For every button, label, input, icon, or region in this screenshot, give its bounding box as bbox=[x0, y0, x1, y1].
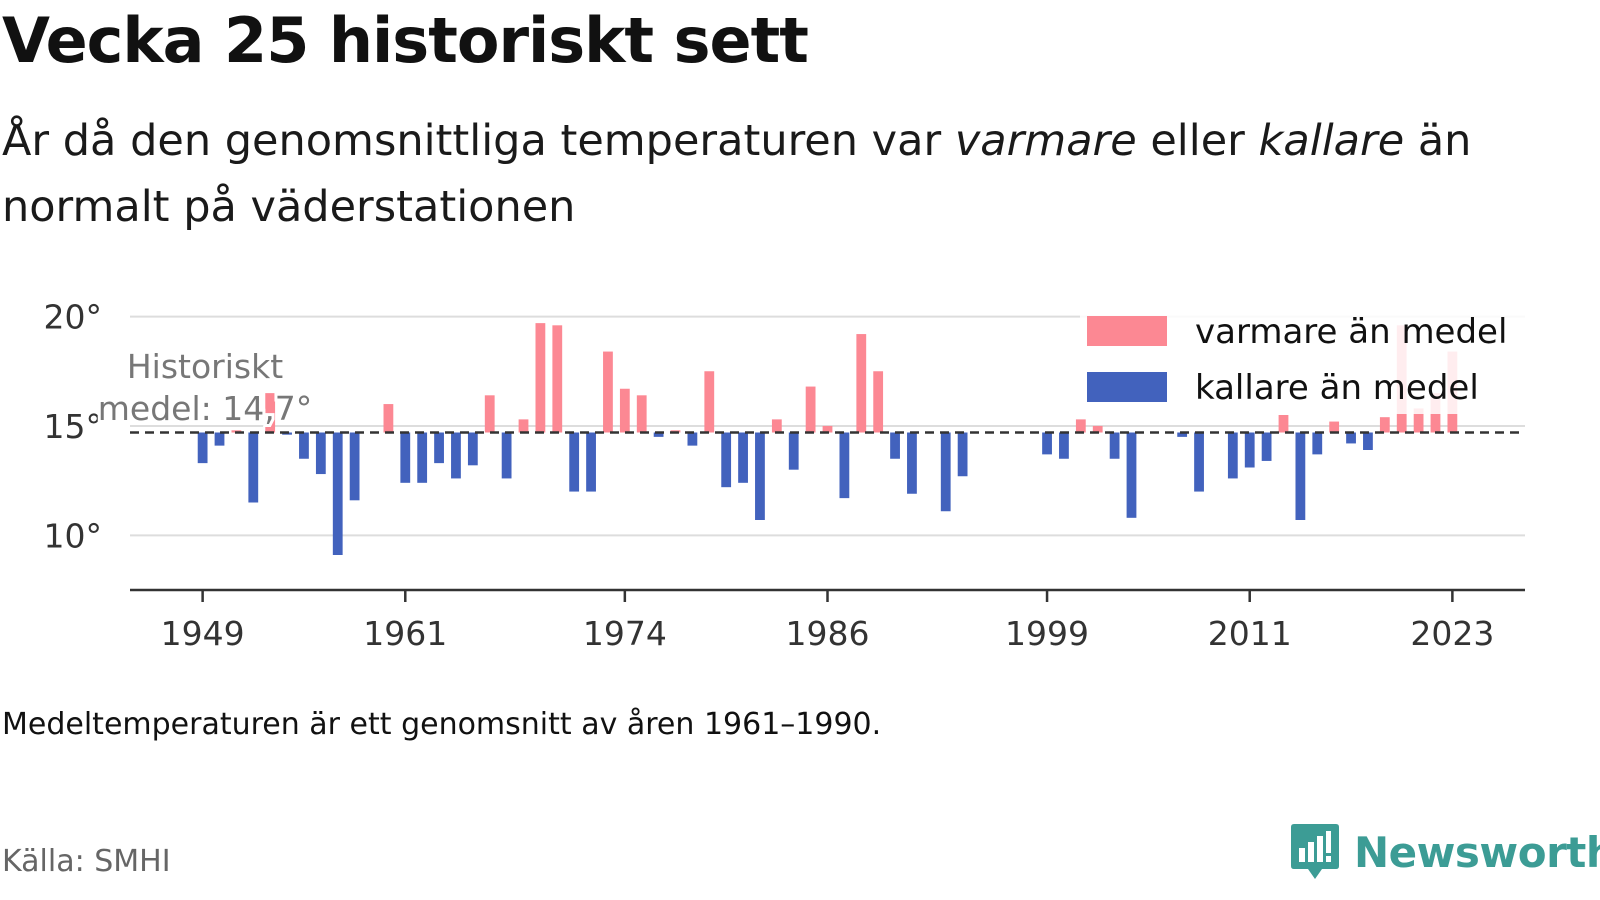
bar-1962 bbox=[417, 432, 428, 483]
bar-1988 bbox=[856, 334, 867, 433]
bar-1955 bbox=[299, 432, 309, 459]
subtitle-text-3: än normalt på väderstationen bbox=[2, 116, 1472, 232]
bar-2011 bbox=[1244, 432, 1255, 468]
bar-2018 bbox=[1363, 432, 1373, 450]
bar-1966 bbox=[484, 395, 495, 433]
bar-1986 bbox=[822, 425, 833, 433]
bar-1961 bbox=[400, 432, 411, 483]
x-tick-label: 2011 bbox=[1208, 614, 1292, 653]
newsworthy-wordmark: Newsworthy bbox=[1354, 827, 1600, 877]
y-tick-label: 15° bbox=[44, 407, 103, 446]
legend-swatch-colder bbox=[1087, 372, 1167, 402]
bar-2015 bbox=[1312, 432, 1323, 455]
bar-1958 bbox=[349, 432, 360, 501]
bar-1987 bbox=[839, 432, 850, 499]
bar-2001 bbox=[1075, 419, 1086, 433]
bar-1969 bbox=[535, 323, 546, 433]
y-axis-ticks: 10° 15° 20° bbox=[44, 300, 103, 555]
bar-2004 bbox=[1126, 432, 1137, 518]
bar-2013 bbox=[1278, 415, 1289, 433]
bar-1991 bbox=[907, 432, 917, 494]
bar-1994 bbox=[957, 432, 968, 477]
bar-2021 bbox=[1413, 408, 1424, 433]
bar-2017 bbox=[1346, 432, 1356, 444]
x-tick-label: 1974 bbox=[583, 614, 667, 653]
subtitle-emphasis-colder: kallare bbox=[1258, 116, 1405, 166]
source-credit: Källa: SMHI bbox=[2, 844, 171, 879]
bar-1964 bbox=[451, 432, 461, 479]
bar-1979 bbox=[704, 371, 715, 433]
bar-1972 bbox=[586, 432, 596, 492]
bar-1999 bbox=[1042, 432, 1052, 455]
temperature-bar-chart: 1949 1961 1974 1986 1999 2011 2023 10° 15° 20° H… bbox=[44, 300, 1550, 653]
bar-1950 bbox=[214, 432, 225, 446]
bar-1949 bbox=[197, 432, 208, 464]
bar-1984 bbox=[788, 432, 799, 470]
bar-1960 bbox=[383, 404, 394, 433]
bar-1974 bbox=[619, 388, 630, 433]
subtitle-text-2: eller bbox=[1136, 116, 1259, 166]
newsworthy-logo: Newsworthy bbox=[1290, 822, 1600, 882]
page-subtitle: År då den genomsnittliga temperaturen va… bbox=[2, 108, 1562, 240]
bar-1953 bbox=[265, 393, 276, 433]
x-tick-label: 2023 bbox=[1410, 614, 1494, 653]
chart-legend: varmare än medel kallare än medel bbox=[1080, 310, 1550, 414]
bar-1971 bbox=[569, 432, 580, 492]
newsworthy-logo-icon bbox=[1291, 824, 1339, 879]
subtitle-text-1: År då den genomsnittliga temperaturen va… bbox=[2, 116, 955, 166]
bar-1963 bbox=[434, 432, 444, 464]
historical-mean-label-line2: medel: 14,7° bbox=[98, 389, 312, 428]
bar-1993 bbox=[940, 432, 951, 512]
bar-1989 bbox=[873, 371, 884, 433]
bar-1978 bbox=[687, 432, 698, 446]
historical-mean-label-line1: Historiskt bbox=[127, 347, 283, 386]
legend-swatch-warmer bbox=[1087, 316, 1167, 346]
bar-2010 bbox=[1227, 432, 1238, 479]
subtitle-emphasis-warmer: varmare bbox=[954, 116, 1137, 166]
bar-1957 bbox=[332, 432, 343, 555]
y-tick-label: 10° bbox=[44, 516, 103, 555]
x-tick-label: 1949 bbox=[161, 614, 245, 653]
x-tick-label: 1999 bbox=[1005, 614, 1089, 653]
x-tick-label: 1961 bbox=[363, 614, 447, 653]
bar-1976 bbox=[653, 432, 664, 437]
bar-1975 bbox=[636, 395, 647, 433]
bar-1968 bbox=[518, 419, 529, 433]
bar-2008 bbox=[1194, 432, 1204, 492]
bar-1970 bbox=[552, 325, 563, 433]
bar-2014 bbox=[1295, 432, 1306, 520]
bar-2007 bbox=[1177, 432, 1188, 437]
bar-1980 bbox=[721, 432, 732, 488]
legend-label-warmer: varmare än medel bbox=[1195, 312, 1507, 352]
bar-2002 bbox=[1092, 425, 1103, 433]
bar-1956 bbox=[315, 432, 326, 475]
footnote: Medeltemperaturen är ett genomsnitt av å… bbox=[2, 707, 882, 742]
bar-1981 bbox=[738, 432, 748, 483]
y-tick-label: 20° bbox=[44, 300, 103, 337]
page-title: Vecka 25 historiskt sett bbox=[2, 4, 809, 77]
bar-2012 bbox=[1261, 432, 1272, 461]
x-tick-label: 1986 bbox=[786, 614, 870, 653]
bar-1965 bbox=[467, 432, 478, 466]
bar-1990 bbox=[890, 432, 900, 459]
bar-2016 bbox=[1329, 421, 1340, 433]
bar-2019 bbox=[1379, 417, 1390, 433]
bar-1983 bbox=[771, 419, 782, 433]
bar-1982 bbox=[755, 432, 765, 520]
bar-1973 bbox=[603, 351, 613, 433]
x-axis-ticks: 1949 1961 1974 1986 1999 2011 2023 bbox=[161, 590, 1494, 653]
bar-2000 bbox=[1059, 432, 1069, 459]
bar-2003 bbox=[1109, 432, 1120, 459]
bar-1985 bbox=[805, 386, 816, 433]
legend-label-colder: kallare än medel bbox=[1195, 368, 1479, 408]
bar-1967 bbox=[501, 432, 512, 479]
bar-1952 bbox=[248, 432, 259, 503]
